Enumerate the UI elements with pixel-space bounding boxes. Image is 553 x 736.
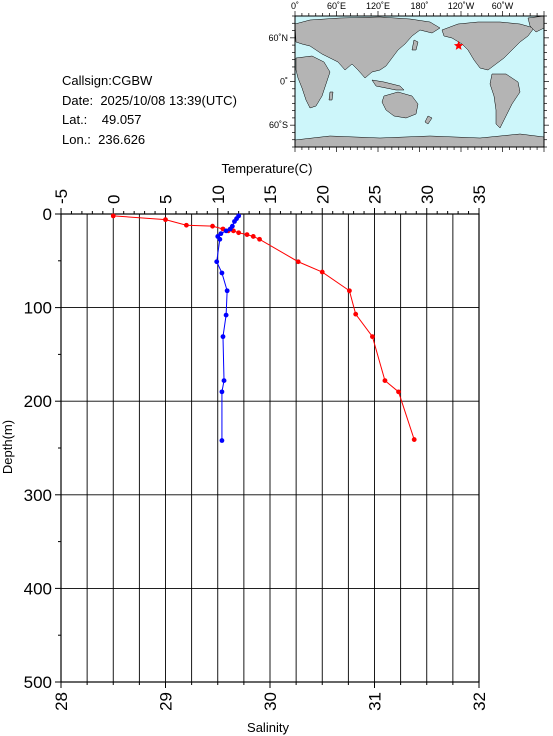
- salinity-point: [236, 213, 242, 219]
- salinity-point: [219, 270, 225, 276]
- salinity-tick-label: 31: [366, 692, 385, 711]
- map-lon-tick-label: 120˚W: [448, 1, 475, 11]
- longitude-value: 236.626: [98, 131, 146, 147]
- map-lon-tick-label: 60˚W: [492, 1, 514, 11]
- land-eurasia: [294, 16, 441, 79]
- salinity-point: [219, 438, 225, 443]
- temperature-point: [257, 236, 262, 242]
- station-info: Callsign:CGBW Date: 2025/10/08 13:39(UTC…: [62, 71, 237, 149]
- salinity-point: [217, 236, 223, 242]
- temperature-point: [210, 223, 215, 229]
- salinity-point: [218, 231, 224, 237]
- salinity-point: [224, 288, 230, 294]
- temperature-tick-label: 25: [366, 185, 385, 204]
- temperature-tick-label: 5: [157, 195, 176, 204]
- temperature-tick-label: 15: [261, 185, 280, 204]
- salinity-tick-label: 28: [52, 692, 71, 711]
- land-japan: [411, 39, 419, 51]
- temperature-point: [184, 222, 189, 228]
- temperature-tick-label: 20: [313, 185, 332, 204]
- temperature-series: [110, 213, 417, 442]
- land-indonesia: [371, 79, 405, 91]
- map-lon-tick-label: 60˚E: [327, 1, 346, 11]
- longitude-label: Lon.:: [62, 131, 91, 147]
- temperature-point: [353, 311, 359, 317]
- salinity-point: [229, 223, 235, 229]
- chart-grid: [60, 213, 480, 683]
- salinity-tick-label: 30: [261, 692, 280, 711]
- temperature-point: [319, 269, 325, 275]
- salinity-point: [223, 312, 229, 318]
- station-marker-icon: [453, 40, 464, 50]
- temperature-tick-label: -5: [52, 189, 71, 204]
- depth-tick-label: 500: [24, 673, 52, 692]
- temperature-point: [396, 389, 401, 395]
- temperature-point: [231, 228, 236, 234]
- temperature-tick-label: 35: [470, 185, 489, 204]
- chart-series: [110, 213, 417, 443]
- date-label: Date:: [62, 92, 94, 108]
- salinity-tick-label: 29: [157, 692, 176, 711]
- salinity-point: [223, 228, 229, 234]
- map-lon-tick-label: 180˚: [410, 1, 428, 11]
- temperature-point: [370, 334, 375, 340]
- salinity-line: [216, 215, 240, 441]
- map-lat-tick-label: 0˚: [280, 77, 288, 87]
- temperature-point: [411, 437, 417, 442]
- temperature-line: [113, 215, 415, 440]
- land-south-america: [489, 73, 521, 129]
- salinity-point: [234, 216, 239, 222]
- map-lon-tick-label: 120˚E: [366, 1, 390, 11]
- temperature-point: [244, 232, 250, 237]
- map-lat-tick-label: 60˚S: [269, 120, 288, 130]
- temperature-point: [236, 230, 242, 236]
- depth-tick-label: 100: [24, 299, 52, 318]
- salinity-series: [214, 213, 242, 443]
- land-australia: [381, 91, 419, 119]
- land-madagascar: [328, 91, 334, 101]
- salinity-point: [232, 219, 237, 224]
- salinity-point: [220, 334, 226, 340]
- latitude-value: 49.057: [101, 112, 142, 127]
- temperature-point: [382, 378, 388, 384]
- temperature-point: [295, 259, 301, 265]
- depth-tick-label: 300: [24, 486, 52, 505]
- latitude-row: Lat.: 49.057: [62, 110, 237, 130]
- depth-tick-label: 400: [24, 579, 52, 598]
- depth-tick-label: 200: [24, 392, 52, 411]
- map-ticks: 0˚ 60˚E 120˚E 180˚ 120˚W 60˚W 60˚N 0˚ 60˚S: [268, 1, 549, 152]
- land-north-america: [441, 21, 535, 71]
- land-new-zealand: [424, 115, 433, 125]
- salinity-point: [219, 389, 225, 395]
- temperature-point: [250, 234, 256, 239]
- map-land: [294, 15, 545, 148]
- salinity-point: [215, 234, 221, 239]
- salinity-axis-label: Salinity: [247, 720, 289, 735]
- longitude-row: Lon.: 236.626: [62, 130, 237, 150]
- plot-frame: [60, 213, 480, 683]
- date-row: Date: 2025/10/08 13:39(UTC): [62, 91, 237, 111]
- temperature-tick-label: 10: [209, 185, 228, 204]
- depth-axis-label: Depth(m): [0, 420, 15, 474]
- salinity-tick-label: 32: [470, 692, 489, 711]
- salinity-point: [214, 259, 220, 265]
- temperature-tick-label: 30: [418, 185, 437, 204]
- depth-tick-label: 0: [43, 205, 52, 224]
- salinity-point: [221, 378, 227, 384]
- temperature-point: [225, 228, 231, 234]
- temperature-tick-label: 0: [104, 195, 123, 204]
- temperature-point: [220, 226, 226, 232]
- location-map: 0˚ 60˚E 120˚E 180˚ 120˚W 60˚W 60˚N 0˚ 60˚S: [268, 1, 549, 152]
- date-value: 2025/10/08 13:39(UTC): [100, 92, 237, 108]
- latitude-label: Lat.:: [62, 112, 88, 127]
- temperature-point: [163, 217, 168, 223]
- temperature-point: [110, 213, 116, 219]
- salinity-point: [227, 226, 233, 232]
- map-lon-tick-label: 0˚: [291, 1, 299, 11]
- temperature-point: [347, 288, 352, 294]
- land-africa: [295, 55, 331, 109]
- map-lat-tick-label: 60˚N: [268, 33, 288, 43]
- callsign-text: Callsign:CGBW: [62, 73, 153, 88]
